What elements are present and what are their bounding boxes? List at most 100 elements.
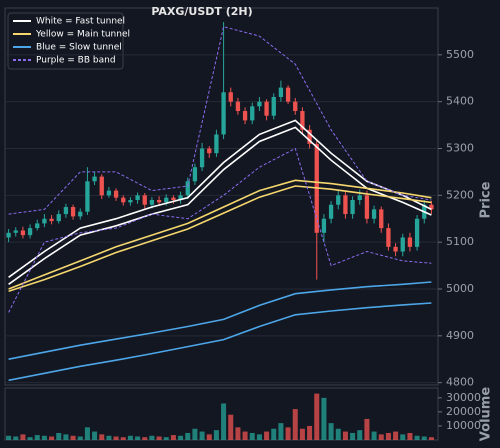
candle-body (357, 195, 362, 201)
y-axis-label: Price (479, 181, 494, 218)
volume-bar (242, 431, 248, 440)
volume-bar (328, 423, 334, 440)
volume-bar (428, 437, 434, 440)
volume-bar (414, 435, 420, 440)
volume-bar (27, 437, 33, 440)
volume-bar (278, 423, 284, 440)
volume-bar (6, 435, 12, 440)
volume-bar (221, 403, 227, 440)
candle-body (278, 87, 284, 97)
y-tick-label: 20000 (446, 405, 481, 418)
candle-body (414, 218, 420, 247)
candle-body (121, 197, 126, 203)
candle-body (386, 228, 391, 247)
volume-bar (156, 436, 162, 440)
tunnel-line (8, 281, 432, 360)
candle-body (350, 200, 355, 215)
candle-body (78, 211, 83, 217)
candle-body (6, 232, 11, 238)
volume-bar (20, 434, 26, 440)
candle-body (164, 197, 169, 203)
volume-bar (342, 431, 348, 440)
candle-body (371, 209, 377, 219)
volume-bar (113, 436, 119, 440)
volume-bar (120, 437, 126, 440)
volume-bar (350, 432, 356, 440)
volume-bar (385, 432, 391, 440)
y-tick-label: 5400 (446, 95, 474, 108)
volume-bar (149, 435, 155, 440)
candle-body (192, 167, 198, 182)
candle-body (27, 228, 33, 236)
candle-body (156, 200, 162, 203)
price-panel (4, 7, 439, 386)
volume-bar (142, 437, 148, 440)
candle-body (336, 195, 341, 205)
candle-body (271, 96, 276, 116)
candle-body (257, 101, 262, 107)
y-tick-label: 4900 (446, 329, 474, 342)
candle-body (207, 148, 212, 154)
candle-body (185, 181, 190, 196)
candle-body (250, 106, 255, 121)
candle-body (20, 230, 26, 236)
volume-bar (321, 397, 327, 440)
y-tick-label: 4800 (446, 376, 474, 389)
volume-bar (292, 409, 298, 440)
volume-bar (13, 436, 19, 440)
candle-body (49, 218, 54, 222)
volume-bar (364, 418, 370, 440)
volume-axis-label: Volume (479, 387, 494, 442)
tunnel-line (8, 119, 432, 278)
candle-body (106, 190, 112, 196)
candle-body (285, 87, 291, 102)
volume-bar (314, 393, 320, 440)
candle-body (135, 195, 140, 201)
candle-body (42, 218, 47, 224)
candle-body (63, 207, 69, 215)
volume-bar (421, 436, 427, 440)
volume-bar (400, 434, 406, 440)
candle-body (56, 214, 61, 222)
volume-bar (213, 430, 219, 440)
volume-bar (170, 435, 176, 440)
candle-body (264, 101, 269, 116)
y-tick-label: 5200 (446, 188, 474, 201)
candle-body (113, 190, 119, 198)
legend-label: White = Fast tunnel (36, 17, 125, 27)
volume-bar (235, 427, 241, 440)
legend-label: Blue = Slow tunnel (36, 43, 122, 53)
candle-body (35, 223, 40, 229)
candle-body (171, 197, 176, 201)
candle-body (307, 129, 312, 144)
candle-body (379, 209, 384, 229)
volume-bar (41, 435, 47, 440)
y-tick-label: 5500 (446, 48, 474, 61)
candle-body (321, 218, 327, 233)
candle-body (70, 207, 76, 217)
candle-body (400, 237, 405, 252)
candle-body (364, 195, 370, 219)
candle-body (178, 195, 183, 201)
volume-bar (70, 435, 76, 440)
volume-bar (84, 427, 90, 440)
volume-bar (106, 435, 112, 440)
volume-bar (307, 425, 313, 440)
volume-bar (192, 428, 198, 440)
tunnel-line (8, 185, 432, 293)
candle-body (242, 111, 248, 121)
volume-bar (199, 431, 205, 440)
chart-title: PAXG/USDT (2H) (151, 5, 252, 18)
candle-body (13, 230, 18, 233)
candle-body (393, 246, 398, 252)
volume-bar (63, 434, 69, 440)
volume-bar (271, 428, 277, 440)
volume-bar (371, 431, 377, 440)
candle-body (142, 195, 147, 205)
candle-body (300, 111, 305, 130)
volume-bar (178, 435, 184, 440)
volume-bar (256, 434, 262, 440)
volume-bar (357, 430, 363, 440)
legend-label: Purple = BB band (36, 56, 116, 66)
